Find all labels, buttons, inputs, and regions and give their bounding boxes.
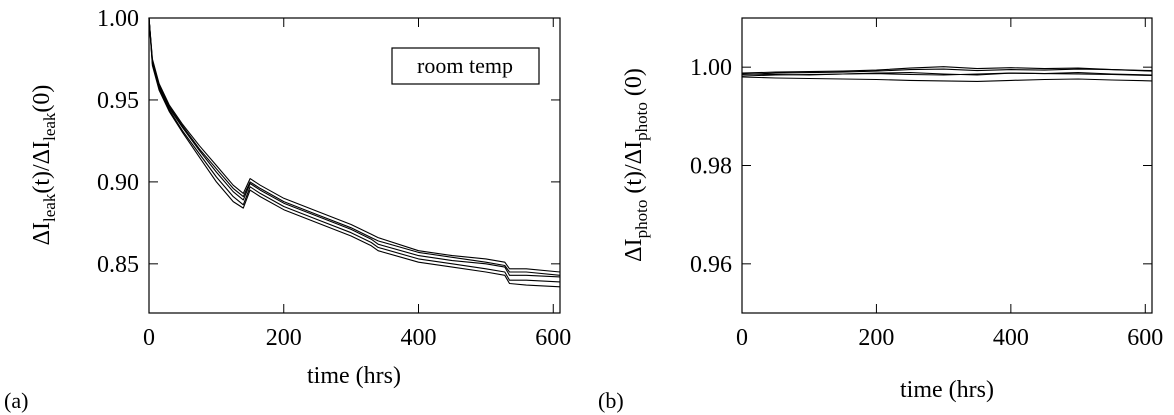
panel-a-y-title-part: ΔI	[29, 222, 55, 245]
x-tick-label: 400	[401, 325, 437, 351]
x-tick-label: 600	[535, 325, 571, 351]
series-line-3	[741, 66, 1153, 74]
x-tick-label: 200	[266, 325, 302, 351]
y-tick-label: 0.90	[97, 170, 139, 196]
panel-a-ticks: 0 200 400 600 0.85 0.90 0.95 1.00	[97, 6, 571, 351]
panel-b-ticks: 0 200 400 600 0.96 0.98 1.00	[690, 18, 1163, 351]
panel-a-frame	[148, 17, 561, 314]
panel-a-y-title-sub: leak	[40, 112, 59, 141]
series-line-4	[148, 17, 561, 288]
panel-b-y-title-part: (0)	[621, 68, 647, 102]
legend: room temp	[391, 47, 540, 85]
series-line-5	[741, 72, 1153, 77]
panel-a: 0 200 400 600 0.85 0.90 0.95 1.00 room temp tim…	[4, 6, 571, 413]
panel-a-x-title: time (hrs)	[307, 363, 401, 389]
series-line-1	[741, 68, 1153, 76]
panel-b-y-title-sub: photo	[632, 102, 651, 141]
legend-label: room temp	[417, 53, 513, 78]
panel-b-frame	[741, 17, 1153, 314]
y-tick-label: 0.98	[690, 154, 732, 180]
panel-b-x-title: time (hrs)	[900, 377, 994, 403]
series-line-1	[148, 17, 561, 273]
series-line-3	[148, 17, 561, 283]
panel-a-y-title-part: (0)	[29, 85, 55, 113]
panel-a-series	[148, 17, 561, 288]
y-tick-label: 1.00	[690, 55, 732, 81]
panel-a-y-title-part: (t)/ΔI	[29, 141, 55, 194]
x-tick-label: 200	[858, 325, 894, 351]
y-tick-label: 0.85	[97, 252, 139, 278]
y-tick-label: 0.96	[690, 252, 732, 278]
x-tick-label: 0	[143, 325, 155, 351]
panel-b-y-title: ΔIphoto (t)/ΔIphoto (0)	[621, 68, 651, 262]
x-tick-label: 600	[1127, 325, 1163, 351]
legend-box	[391, 47, 540, 85]
panel-b-y-title-part: (t)/ΔI	[621, 141, 647, 200]
y-tick-label: 0.95	[97, 88, 139, 114]
panel-a-letter: (a)	[4, 388, 28, 413]
panel-a-y-title: ΔIleak(t)/ΔIleak(0)	[29, 85, 59, 246]
x-tick-label: 400	[993, 325, 1029, 351]
y-tick-label: 1.00	[97, 6, 139, 32]
panel-b-y-title-sub: photo	[632, 200, 651, 239]
panel-b-letter: (b)	[598, 388, 624, 413]
panel-b-series	[741, 66, 1153, 82]
series-line-2	[148, 17, 561, 278]
panel-a-y-title-sub: leak	[40, 193, 59, 222]
panel-b-y-title-part: ΔI	[621, 238, 647, 261]
series-line-5	[148, 17, 561, 276]
x-tick-label: 0	[736, 325, 748, 351]
series-line-4	[741, 76, 1153, 82]
